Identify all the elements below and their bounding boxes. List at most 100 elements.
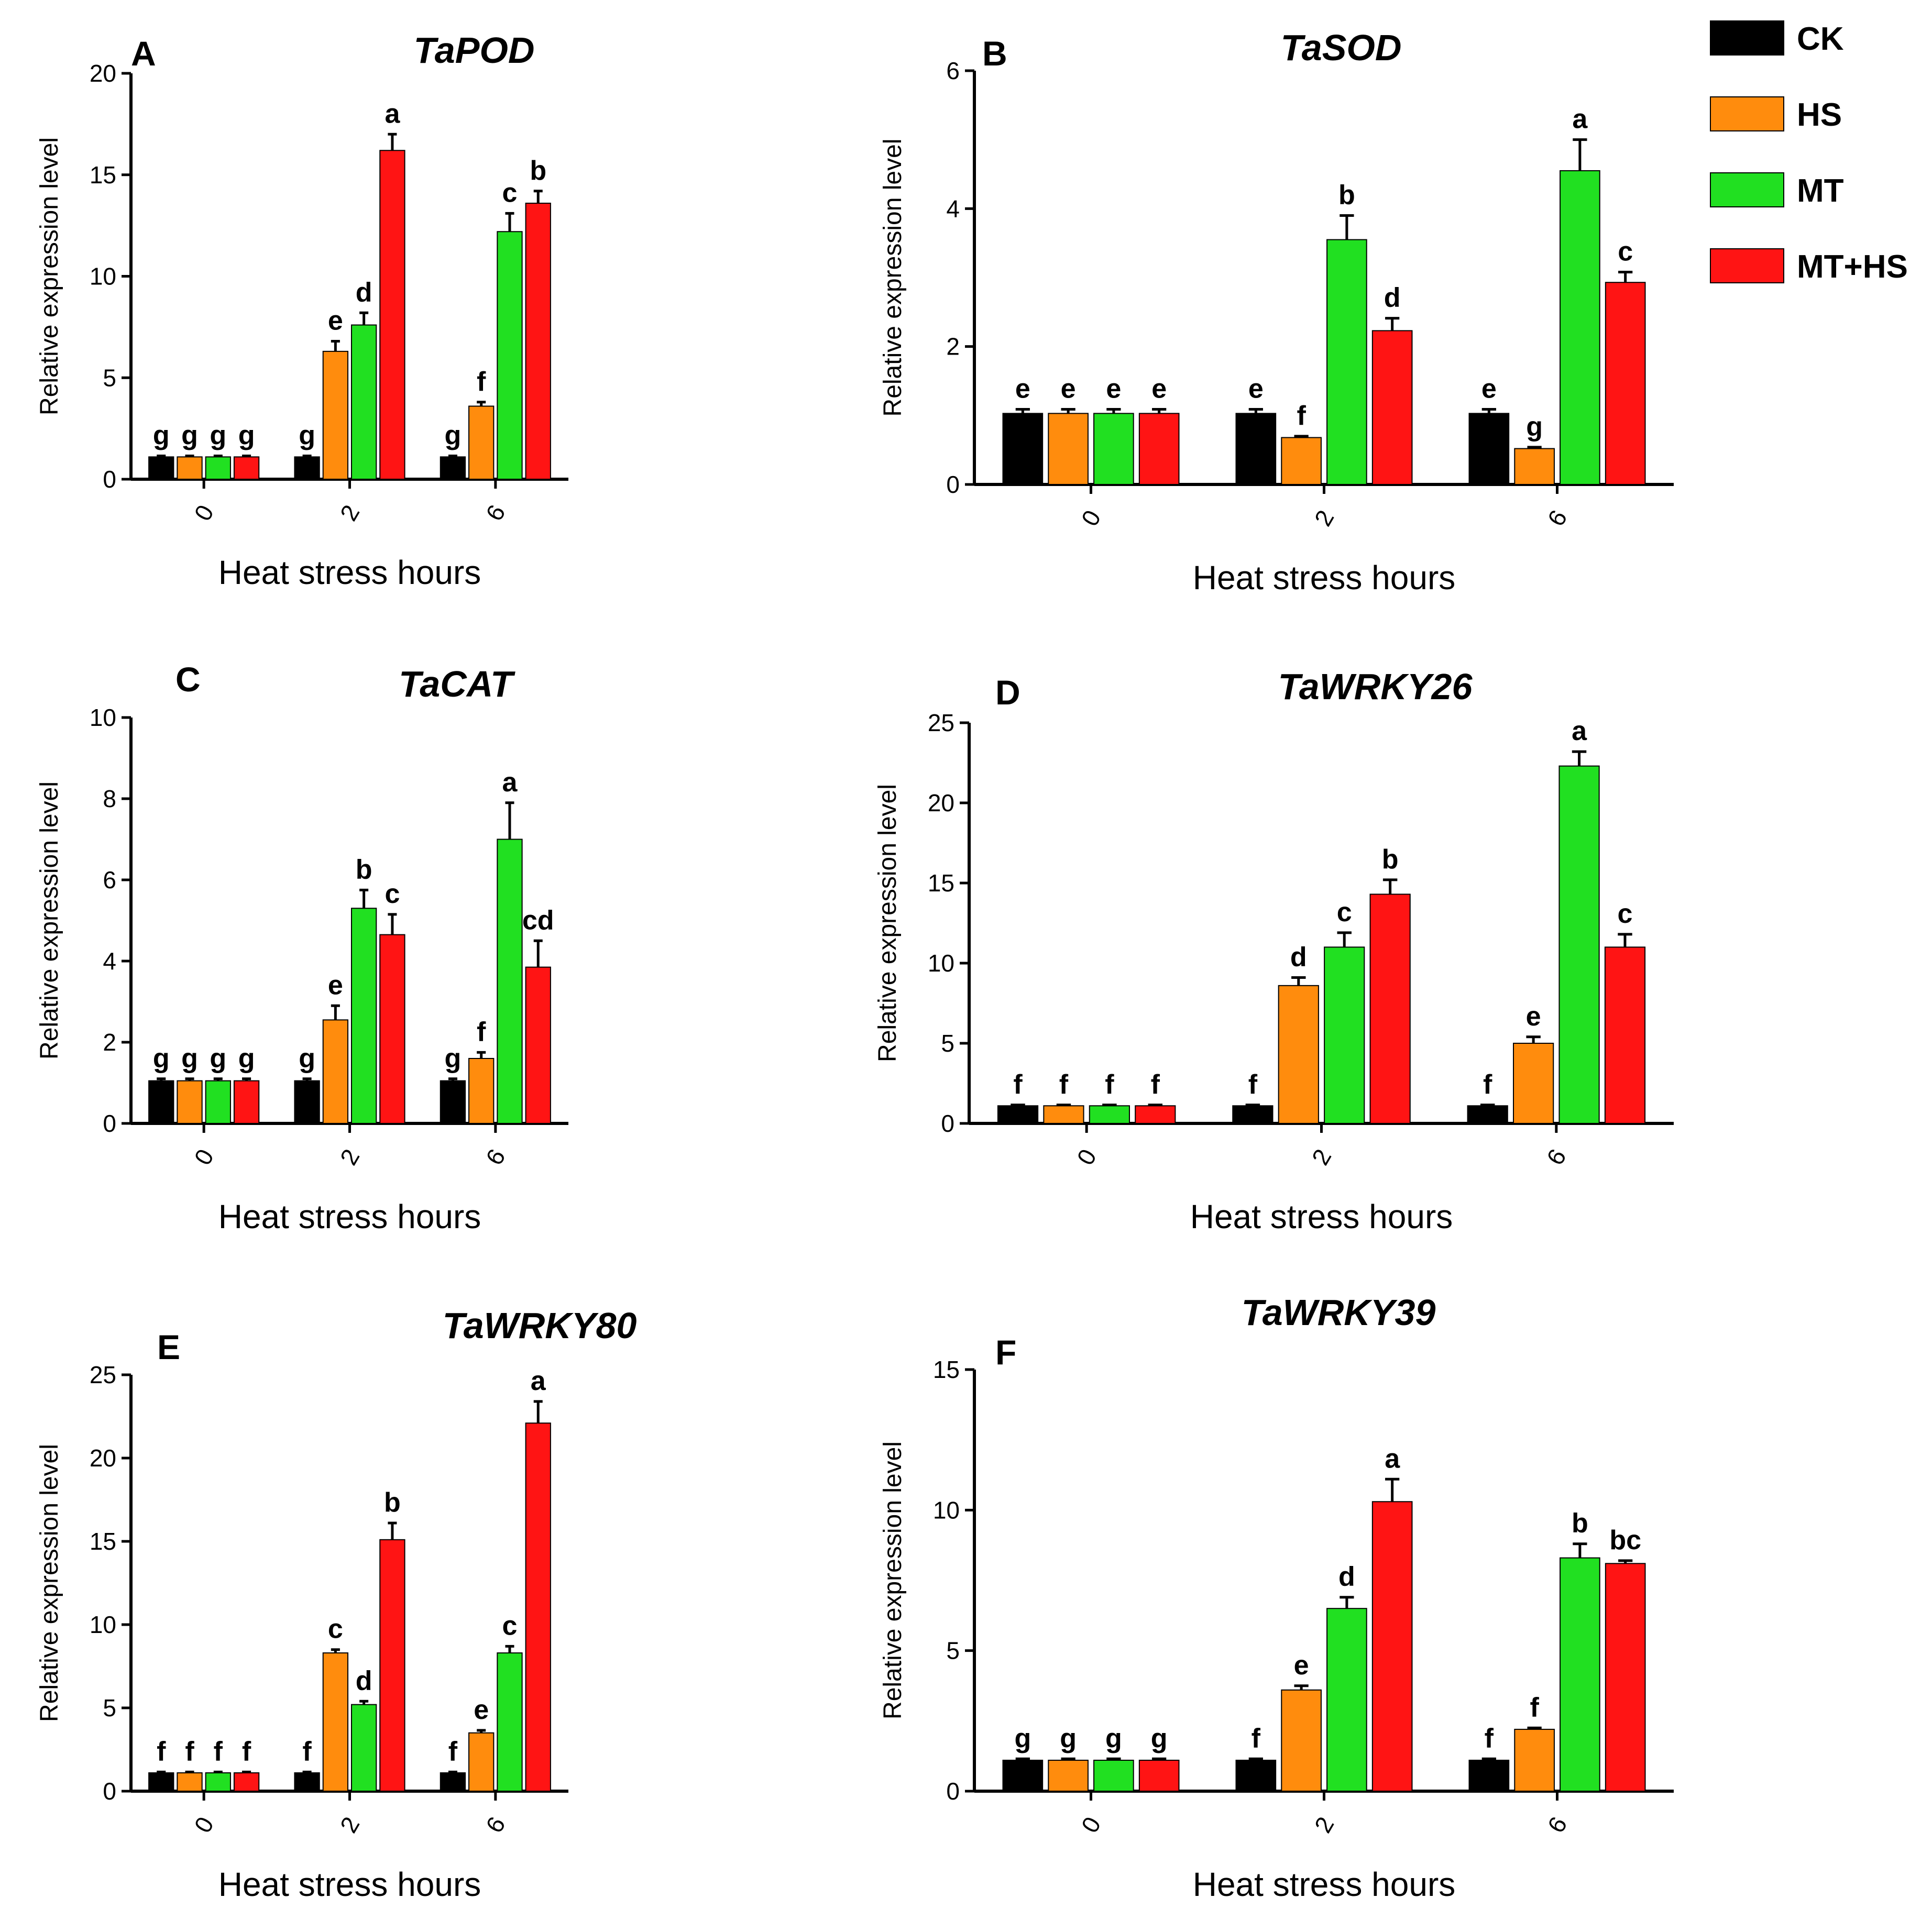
bar-MT: [350, 324, 377, 480]
significance-letter: c: [385, 879, 400, 909]
x-axis-label: Heat stress hours: [1190, 1198, 1453, 1235]
bar-MT+HS: [1371, 330, 1413, 485]
bar-MT+HS: [1138, 1759, 1180, 1792]
significance-letter: c: [1618, 236, 1633, 267]
significance-letter: g: [210, 1043, 226, 1074]
bar-HS: [468, 1732, 495, 1792]
x-tick-label: 0: [1071, 1144, 1102, 1169]
bar-MT+HS: [1369, 893, 1411, 1124]
bar-MT: [1093, 413, 1134, 485]
significance-letter: f: [1485, 1723, 1494, 1753]
x-tick-label: 2: [335, 500, 365, 525]
significance-letter: e: [1061, 373, 1076, 404]
bar-MT+HS: [379, 934, 405, 1124]
significance-letter: g: [153, 420, 170, 450]
y-tick-label: 0: [946, 471, 960, 498]
x-axis-label: Heat stress hours: [218, 1866, 481, 1903]
significance-letter: c: [502, 178, 518, 208]
significance-letter: e: [474, 1695, 489, 1725]
significance-letter: b: [1382, 844, 1399, 875]
significance-letter: g: [238, 420, 255, 450]
significance-letter: f: [1151, 1069, 1160, 1100]
y-tick-label: 6: [946, 57, 960, 84]
significance-letter: b: [384, 1487, 401, 1518]
bar-MT+HS: [525, 1422, 551, 1792]
significance-letter: e: [1106, 373, 1121, 404]
y-axis-label: Relative expression level: [879, 139, 907, 417]
panel-label: B: [982, 34, 1007, 73]
significance-letter: c: [1618, 899, 1633, 929]
x-tick-label: 6: [1542, 505, 1573, 531]
significance-letter: d: [356, 277, 372, 307]
y-tick-label: 0: [941, 1110, 954, 1137]
significance-letter: cd: [522, 905, 554, 935]
bar-HS: [322, 1019, 349, 1124]
bar-HS: [322, 350, 349, 480]
bar-MT: [1324, 946, 1365, 1124]
bar-MT+HS: [233, 456, 260, 480]
significance-letter: b: [1338, 180, 1355, 211]
x-axis-label: Heat stress hours: [1193, 559, 1456, 597]
panel-label: D: [995, 673, 1020, 712]
bar-CK: [148, 1772, 174, 1792]
bar-MT: [205, 1772, 231, 1792]
bar-HS: [1043, 1105, 1084, 1124]
y-axis-label: Relative expression level: [36, 137, 63, 415]
x-tick-label: 2: [335, 1812, 365, 1837]
significance-letter: c: [502, 1610, 518, 1641]
bar-CK: [1235, 413, 1277, 485]
significance-letter: g: [299, 420, 315, 450]
y-tick-label: 5: [941, 1030, 954, 1057]
bar-CK: [997, 1105, 1039, 1124]
bar-MT+HS: [1605, 282, 1646, 485]
significance-letter: a: [531, 1366, 546, 1396]
bar-MT: [1326, 1608, 1367, 1792]
legend-label: HS: [1797, 97, 1842, 133]
significance-letter: b: [1572, 1508, 1588, 1539]
y-tick-label: 6: [103, 866, 116, 893]
bar-HS: [1048, 413, 1089, 485]
chart-title: TaCAT: [399, 664, 515, 704]
significance-letter: c: [328, 1614, 343, 1645]
y-tick-label: 0: [103, 466, 116, 493]
y-tick-label: 15: [928, 869, 954, 897]
significance-letter: f: [448, 1736, 458, 1767]
bar-CK: [148, 456, 174, 480]
x-tick-label: 0: [189, 1144, 219, 1169]
bar-CK: [1468, 1759, 1510, 1792]
significance-letter: a: [1572, 716, 1587, 746]
bar-CK: [1235, 1759, 1277, 1792]
bar-MT: [1326, 239, 1367, 485]
bar-CK: [440, 456, 466, 480]
x-tick-label: 0: [1076, 505, 1106, 531]
significance-letter: g: [445, 420, 462, 450]
significance-letter: b: [530, 156, 546, 186]
bar-HS: [322, 1652, 349, 1792]
significance-letter: f: [242, 1736, 251, 1767]
bar-CK: [294, 456, 320, 480]
y-tick-label: 10: [90, 704, 116, 731]
y-tick-label: 2: [103, 1029, 116, 1056]
significance-letter: a: [385, 98, 400, 129]
bar-MT: [497, 1652, 523, 1792]
significance-letter: g: [1105, 1723, 1122, 1753]
significance-letter: g: [1526, 412, 1543, 442]
bar-CK: [1232, 1105, 1274, 1124]
bar-CK: [1468, 413, 1510, 485]
significance-letter: d: [356, 1665, 372, 1696]
y-tick-label: 10: [928, 950, 954, 977]
x-tick-label: 2: [1309, 1812, 1340, 1837]
bar-MT: [205, 456, 231, 480]
chart-title: TaWRKY26: [1278, 666, 1473, 707]
legend: CK HS MT MT+HS: [1710, 20, 1908, 285]
y-tick-label: 10: [90, 1611, 116, 1638]
bar-MT+HS: [1138, 413, 1180, 485]
significance-letter: e: [1526, 1001, 1541, 1032]
significance-letter: g: [153, 1043, 170, 1074]
x-tick-label: 2: [1307, 1144, 1337, 1169]
significance-letter: e: [1248, 373, 1264, 404]
y-tick-label: 5: [103, 364, 116, 391]
